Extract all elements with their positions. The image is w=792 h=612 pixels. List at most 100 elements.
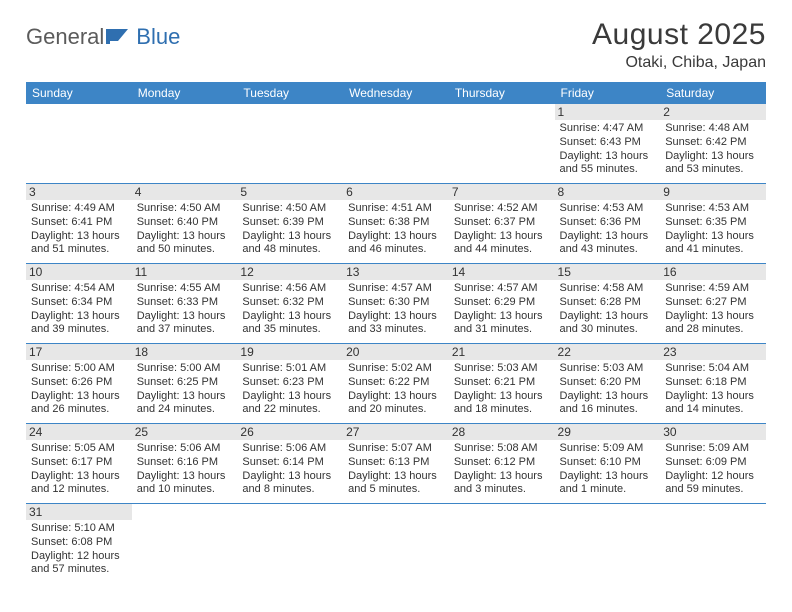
day-cell: 13Sunrise: 4:57 AMSunset: 6:30 PMDayligh…	[343, 264, 449, 344]
sunrise-text: Sunrise: 4:51 AM	[348, 202, 444, 216]
sunset-text: Sunset: 6:36 PM	[560, 216, 656, 230]
logo-text-general: General	[26, 24, 104, 50]
logo: General Blue	[26, 18, 180, 50]
daylight-text: Daylight: 13 hours	[242, 470, 338, 484]
day-cell: 8Sunrise: 4:53 AMSunset: 6:36 PMDaylight…	[555, 184, 661, 264]
sunrise-text: Sunrise: 5:00 AM	[31, 362, 127, 376]
day-number: 29	[555, 424, 661, 440]
daylight-text: Daylight: 13 hours	[665, 150, 761, 164]
day-number: 31	[26, 504, 132, 520]
day-number: 14	[449, 264, 555, 280]
sunrise-text: Sunrise: 4:48 AM	[665, 122, 761, 136]
day-number: 18	[132, 344, 238, 360]
sunset-text: Sunset: 6:28 PM	[560, 296, 656, 310]
daylight-text: Daylight: 13 hours	[137, 310, 233, 324]
daylight-text: Daylight: 13 hours	[242, 390, 338, 404]
month-title: August 2025	[592, 18, 766, 52]
day-number: 16	[660, 264, 766, 280]
daylight-text: and 50 minutes.	[137, 243, 233, 257]
day-number: 4	[132, 184, 238, 200]
daylight-text: Daylight: 13 hours	[348, 470, 444, 484]
daylight-text: and 57 minutes.	[31, 563, 127, 577]
sunset-text: Sunset: 6:43 PM	[560, 136, 656, 150]
calendar-table: SundayMondayTuesdayWednesdayThursdayFrid…	[26, 82, 766, 583]
sunset-text: Sunset: 6:21 PM	[454, 376, 550, 390]
sunrise-text: Sunrise: 4:49 AM	[31, 202, 127, 216]
sunrise-text: Sunrise: 4:50 AM	[242, 202, 338, 216]
daylight-text: Daylight: 13 hours	[31, 390, 127, 404]
daylight-text: Daylight: 13 hours	[348, 230, 444, 244]
day-number: 15	[555, 264, 661, 280]
day-cell: 11Sunrise: 4:55 AMSunset: 6:33 PMDayligh…	[132, 264, 238, 344]
day-cell: 2Sunrise: 4:48 AMSunset: 6:42 PMDaylight…	[660, 104, 766, 184]
daylight-text: Daylight: 13 hours	[137, 230, 233, 244]
day-cell: 24Sunrise: 5:05 AMSunset: 6:17 PMDayligh…	[26, 424, 132, 504]
day-cell: 25Sunrise: 5:06 AMSunset: 6:16 PMDayligh…	[132, 424, 238, 504]
sunset-text: Sunset: 6:27 PM	[665, 296, 761, 310]
sunset-text: Sunset: 6:41 PM	[31, 216, 127, 230]
day-number: 3	[26, 184, 132, 200]
day-cell	[660, 504, 766, 584]
week-row: 31Sunrise: 5:10 AMSunset: 6:08 PMDayligh…	[26, 504, 766, 584]
day-cell: 3 Sunrise: 4:49 AMSunset: 6:41 PMDaylight…	[26, 184, 132, 264]
day-cell: 19Sunrise: 5:01 AMSunset: 6:23 PMDayligh…	[237, 344, 343, 424]
sunset-text: Sunset: 6:32 PM	[242, 296, 338, 310]
sunrise-text: Sunrise: 4:56 AM	[242, 282, 338, 296]
header: General Blue August 2025 Otaki, Chiba, J…	[26, 18, 766, 72]
daylight-text: Daylight: 13 hours	[560, 150, 656, 164]
daylight-text: Daylight: 13 hours	[560, 470, 656, 484]
day-cell: 16Sunrise: 4:59 AMSunset: 6:27 PMDayligh…	[660, 264, 766, 344]
sunrise-text: Sunrise: 5:05 AM	[31, 442, 127, 456]
day-cell: 28Sunrise: 5:08 AMSunset: 6:12 PMDayligh…	[449, 424, 555, 504]
sunrise-text: Sunrise: 4:53 AM	[665, 202, 761, 216]
daylight-text: and 28 minutes.	[665, 323, 761, 337]
daylight-text: Daylight: 13 hours	[348, 390, 444, 404]
sunset-text: Sunset: 6:35 PM	[665, 216, 761, 230]
day-cell: 21Sunrise: 5:03 AMSunset: 6:21 PMDayligh…	[449, 344, 555, 424]
daylight-text: and 14 minutes.	[665, 403, 761, 417]
daylight-text: Daylight: 13 hours	[137, 390, 233, 404]
day-cell: 15Sunrise: 4:58 AMSunset: 6:28 PMDayligh…	[555, 264, 661, 344]
day-number: 7	[449, 184, 555, 200]
sunset-text: Sunset: 6:25 PM	[137, 376, 233, 390]
day-number: 6	[343, 184, 449, 200]
daylight-text: and 37 minutes.	[137, 323, 233, 337]
week-row: 17Sunrise: 5:00 AMSunset: 6:26 PMDayligh…	[26, 344, 766, 424]
sunset-text: Sunset: 6:14 PM	[242, 456, 338, 470]
daylight-text: Daylight: 13 hours	[31, 230, 127, 244]
title-block: August 2025 Otaki, Chiba, Japan	[592, 18, 766, 72]
day-cell	[343, 104, 449, 184]
flag-icon	[106, 26, 132, 49]
day-cell: 23Sunrise: 5:04 AMSunset: 6:18 PMDayligh…	[660, 344, 766, 424]
sunrise-text: Sunrise: 4:47 AM	[560, 122, 656, 136]
sunset-text: Sunset: 6:17 PM	[31, 456, 127, 470]
daylight-text: Daylight: 13 hours	[665, 390, 761, 404]
daylight-text: Daylight: 13 hours	[665, 230, 761, 244]
day-header: Tuesday	[237, 82, 343, 104]
week-row: 3Sunrise: 4:49 AMSunset: 6:41 PMDaylight…	[26, 184, 766, 264]
sunset-text: Sunset: 6:23 PM	[242, 376, 338, 390]
week-row: 10Sunrise: 4:54 AMSunset: 6:34 PMDayligh…	[26, 264, 766, 344]
sunset-text: Sunset: 6:26 PM	[31, 376, 127, 390]
daylight-text: and 53 minutes.	[665, 163, 761, 177]
day-cell: 4Sunrise: 4:50 AMSunset: 6:40 PMDaylight…	[132, 184, 238, 264]
day-number: 11	[132, 264, 238, 280]
day-number: 10	[26, 264, 132, 280]
day-number: 17	[26, 344, 132, 360]
sunrise-text: Sunrise: 4:50 AM	[137, 202, 233, 216]
day-cell: 9Sunrise: 4:53 AMSunset: 6:35 PMDaylight…	[660, 184, 766, 264]
sunset-text: Sunset: 6:29 PM	[454, 296, 550, 310]
day-number: 26	[237, 424, 343, 440]
day-cell: 18Sunrise: 5:00 AMSunset: 6:25 PMDayligh…	[132, 344, 238, 424]
day-cell	[449, 504, 555, 584]
daylight-text: and 33 minutes.	[348, 323, 444, 337]
calendar-body: 1Sunrise: 4:47 AMSunset: 6:43 PMDaylight…	[26, 104, 766, 583]
daylight-text: and 39 minutes.	[31, 323, 127, 337]
sunrise-text: Sunrise: 4:57 AM	[348, 282, 444, 296]
day-cell	[237, 504, 343, 584]
daylight-text: Daylight: 13 hours	[242, 230, 338, 244]
sunrise-text: Sunrise: 5:06 AM	[242, 442, 338, 456]
daylight-text: and 30 minutes.	[560, 323, 656, 337]
day-cell: 14Sunrise: 4:57 AMSunset: 6:29 PMDayligh…	[449, 264, 555, 344]
sunset-text: Sunset: 6:13 PM	[348, 456, 444, 470]
